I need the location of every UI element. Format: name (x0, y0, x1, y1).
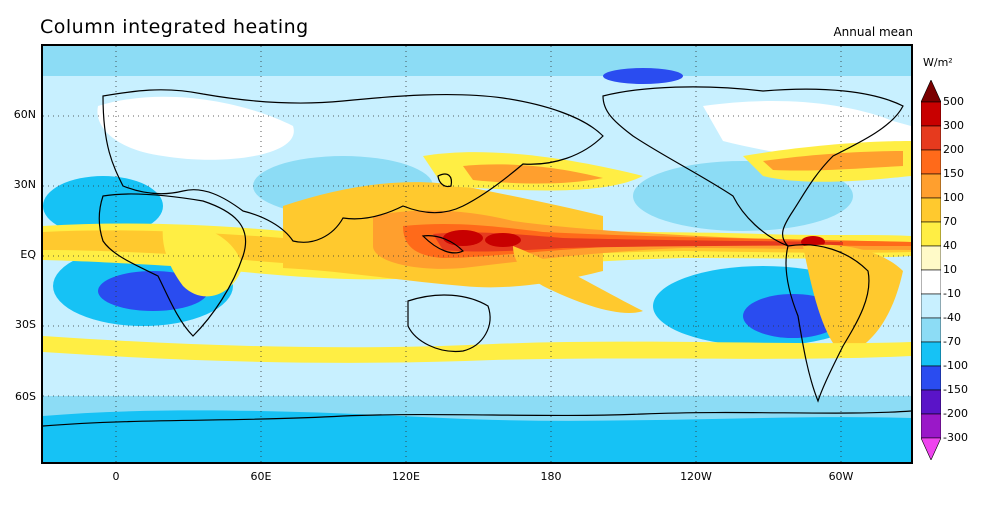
colorbar-tick-label: -150 (943, 383, 968, 396)
colorbar-box (921, 149, 941, 175)
colorbar-tick-label: 70 (943, 215, 957, 228)
lat-label-30n: 30N (13, 178, 36, 191)
coastlines (43, 86, 911, 427)
colorbar-tick-label: 500 (943, 95, 964, 108)
colorbar-tick-label: 300 (943, 119, 964, 132)
europe-neutral (97, 96, 294, 160)
colorbar-tick-label: -300 (943, 431, 968, 444)
australia-coast (407, 294, 491, 353)
colorbar-box (921, 293, 941, 319)
colorbar-box (921, 197, 941, 223)
north-africa-negative (43, 176, 163, 236)
lon-label-60w: 60W (828, 470, 854, 483)
kuroshio-core (463, 164, 603, 184)
colorbar-box (921, 365, 941, 391)
africa-heating (162, 225, 243, 297)
colorbar-tick-label: -70 (943, 335, 961, 348)
colorbar-tick-label: 10 (943, 263, 957, 276)
colorbar-box (921, 341, 941, 367)
arctic-band (43, 46, 911, 76)
maritime-continent-max (443, 230, 483, 246)
lat-label-60n: 60N (13, 108, 36, 121)
colorbar-boxes (921, 80, 941, 460)
colorbar-box (921, 101, 941, 127)
arctic-minimum (603, 68, 683, 84)
lon-label-0: 0 (112, 470, 120, 483)
north-america-coast (602, 86, 904, 247)
colorbar-box (921, 125, 941, 151)
colorbar-box (921, 245, 941, 271)
eurasia-coast (102, 89, 604, 243)
gulf-stream-core (763, 151, 903, 171)
lat-label-30s: 30S (15, 318, 36, 331)
africa-coast (98, 193, 247, 337)
lat-label-60s: 60S (15, 390, 36, 403)
plot-subtitle: Annual mean (833, 25, 913, 39)
plot-title: Column integrated heating (40, 16, 309, 38)
colorbar-units: W/m² (923, 56, 953, 69)
colorbar-box (921, 173, 941, 199)
southern-ocean-heating (43, 336, 911, 363)
colorbar-box (921, 221, 941, 247)
lon-label-120w: 120W (680, 470, 712, 483)
lon-label-120e: 120E (392, 470, 420, 483)
indonesia-coast (421, 235, 465, 254)
colorbar-bottom-triangle (921, 437, 941, 460)
warm-pool-core (433, 232, 843, 252)
antarctic-deep-band (43, 410, 911, 462)
colorbar-tick-label: 150 (943, 167, 964, 180)
colorbar-tick-label: -100 (943, 359, 968, 372)
spcz-heating (513, 246, 643, 314)
colorbar-tick-label: -200 (943, 407, 968, 420)
lon-label-180: 180 (540, 470, 562, 483)
colorbar-box (921, 269, 941, 295)
colorbar-tick-label: 100 (943, 191, 964, 204)
japan-coast (437, 173, 453, 188)
colorbar-tick-label: -40 (943, 311, 961, 324)
amazon-heating (803, 244, 903, 356)
lat-label-eq: EQ (20, 248, 36, 261)
lon-label-60e: 60E (250, 470, 272, 483)
colorbar (921, 80, 941, 460)
colorbar-top-triangle (921, 80, 941, 103)
map-frame (41, 44, 913, 464)
colorbar-tick-label: -10 (943, 287, 961, 300)
colorbar-tick-label: 40 (943, 239, 957, 252)
west-pacific-max (485, 233, 521, 247)
colorbar-box (921, 317, 941, 343)
colorbar-box (921, 389, 941, 415)
colorbar-tick-label: 200 (943, 143, 964, 156)
antarctica-coast (43, 410, 911, 427)
heating-map (43, 46, 911, 462)
colorbar-box (921, 413, 941, 439)
south-america-coast (785, 244, 870, 403)
